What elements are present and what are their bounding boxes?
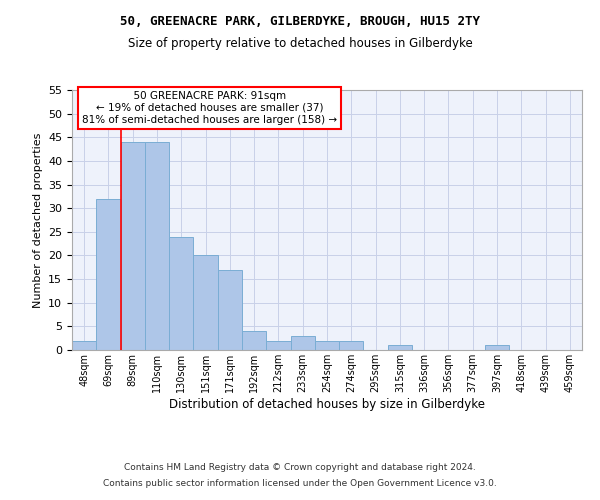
Bar [485, 346, 509, 350]
Bar [339, 340, 364, 350]
Text: 50 GREENACRE PARK: 91sqm  
← 19% of detached houses are smaller (37)
81% of semi: 50 GREENACRE PARK: 91sqm ← 19% of detach… [82, 92, 337, 124]
Bar [145, 142, 169, 350]
Bar [96, 198, 121, 350]
Bar [218, 270, 242, 350]
Text: Contains HM Land Registry data © Crown copyright and database right 2024.: Contains HM Land Registry data © Crown c… [124, 464, 476, 472]
Bar [290, 336, 315, 350]
Text: Size of property relative to detached houses in Gilberdyke: Size of property relative to detached ho… [128, 38, 472, 51]
Text: Contains public sector information licensed under the Open Government Licence v3: Contains public sector information licen… [103, 478, 497, 488]
Bar [266, 340, 290, 350]
Bar [193, 256, 218, 350]
Y-axis label: Number of detached properties: Number of detached properties [32, 132, 43, 308]
Bar [388, 346, 412, 350]
X-axis label: Distribution of detached houses by size in Gilberdyke: Distribution of detached houses by size … [169, 398, 485, 410]
Text: 50, GREENACRE PARK, GILBERDYKE, BROUGH, HU15 2TY: 50, GREENACRE PARK, GILBERDYKE, BROUGH, … [120, 15, 480, 28]
Bar [315, 340, 339, 350]
Bar [169, 236, 193, 350]
Bar [242, 331, 266, 350]
Bar [121, 142, 145, 350]
Bar [72, 340, 96, 350]
